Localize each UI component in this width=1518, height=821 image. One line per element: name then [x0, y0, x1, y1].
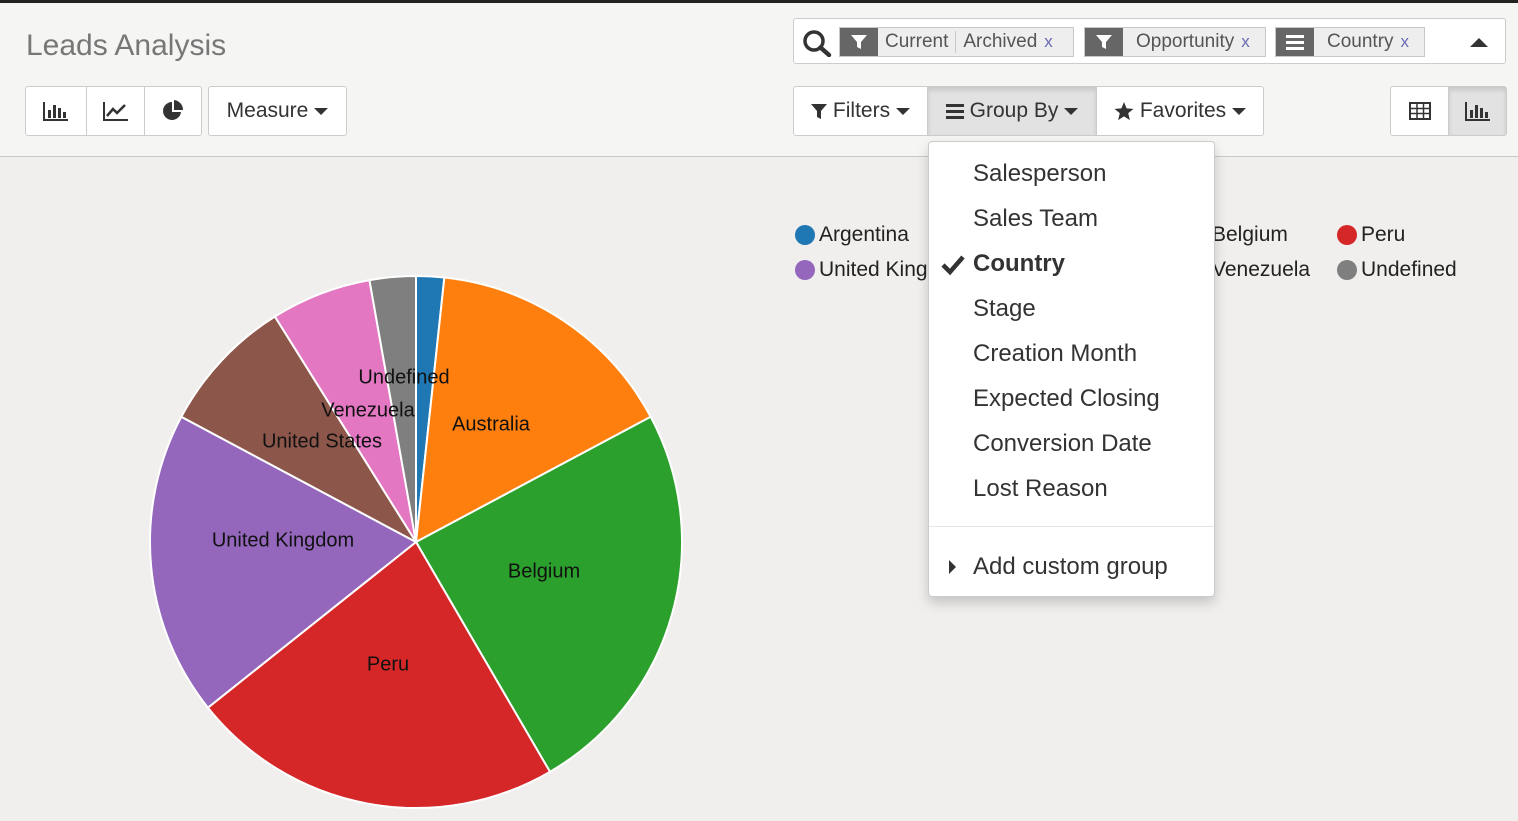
legend-item-united-kingdom[interactable]: United King: [795, 258, 928, 282]
legend-label: Argentina: [819, 223, 909, 246]
groupby-option-sales-team[interactable]: Sales Team: [973, 205, 1098, 232]
favorites-label: Favorites: [1139, 99, 1227, 122]
filter-icon: [1085, 28, 1123, 56]
pie-slice-australia[interactable]: [414, 276, 653, 544]
facet-value-archived: Archived: [955, 31, 1044, 53]
search-facet-groupby: Country x: [1275, 27, 1425, 57]
groupby-option-conversion-date[interactable]: Conversion Date: [973, 430, 1152, 457]
pie-label-belgium: Belgium: [508, 560, 580, 582]
facet-value-current: Current: [885, 31, 949, 52]
group-by-label: Group By: [969, 99, 1059, 122]
pie-slice-belgium[interactable]: [414, 415, 683, 774]
pie-label-venezuela: Venezuela: [321, 399, 415, 421]
line-chart-button[interactable]: [86, 86, 145, 136]
legend-dot: [1337, 225, 1357, 245]
filter-icon: [840, 28, 878, 56]
remove-facet-button[interactable]: x: [1400, 32, 1410, 51]
caret-right-icon: [949, 560, 956, 574]
search-facet-type: Opportunity x: [1084, 27, 1266, 57]
groupby-option-country[interactable]: Country: [973, 250, 1065, 277]
window-top-border: [0, 0, 1518, 3]
caret-down-icon: [896, 107, 911, 115]
pie-label-peru: Peru: [367, 653, 409, 675]
caret-down-icon: [1064, 107, 1079, 115]
pivot-view-button[interactable]: [1390, 86, 1449, 136]
pie-chart-icon: [163, 100, 184, 120]
filters-button[interactable]: Filters: [793, 86, 928, 136]
groupby-option-expected-closing[interactable]: Expected Closing: [973, 385, 1160, 412]
legend-item-undefined[interactable]: Undefined: [1337, 258, 1457, 282]
pie-label-undefined: Undefined: [358, 366, 449, 388]
bar-chart-icon: [43, 102, 68, 121]
facet-value-country: Country: [1327, 31, 1394, 52]
control-panel: Leads Analysis Current Archived x Opport…: [0, 3, 1518, 157]
star-icon: [1114, 101, 1134, 120]
pie-slice-undefined[interactable]: [368, 274, 417, 543]
filters-label: Filters: [832, 99, 891, 122]
graph-view-icon: [1464, 102, 1490, 121]
search-box[interactable]: Current Archived x Opportunity x Country…: [793, 18, 1506, 64]
pie-label-australia: Australia: [452, 413, 531, 435]
pie-slice-united-kingdom[interactable]: [149, 415, 418, 710]
line-chart-icon: [102, 102, 128, 121]
pie-label-united-kingdom: United Kingdom: [212, 529, 354, 551]
groupby-option-creation-month[interactable]: Creation Month: [973, 340, 1138, 367]
legend-dot: [1337, 260, 1357, 280]
checkmark-icon: [941, 255, 965, 276]
caret-up-icon[interactable]: [1470, 38, 1488, 47]
caret-down-icon: [1232, 107, 1247, 115]
legend-label: Undefined: [1361, 258, 1457, 281]
page-title: Leads Analysis: [26, 29, 227, 62]
legend-label: United King: [819, 258, 928, 281]
group-by-icon: [1276, 28, 1314, 56]
measure-label: Measure: [226, 99, 309, 122]
remove-facet-button[interactable]: x: [1044, 32, 1053, 51]
legend-label: Venezuela: [1212, 258, 1311, 281]
favorites-button[interactable]: Favorites: [1096, 86, 1264, 136]
legend-item-argentina[interactable]: Argentina: [795, 223, 909, 247]
pie-label-united-states: United States: [262, 430, 382, 452]
bar-chart-button[interactable]: [25, 86, 87, 136]
measure-dropdown-button[interactable]: Measure: [208, 86, 347, 136]
remove-facet-button[interactable]: x: [1241, 32, 1250, 51]
menu-divider: [929, 526, 1214, 527]
legend-item-peru[interactable]: Peru: [1337, 223, 1405, 247]
groupby-option-stage[interactable]: Stage: [973, 295, 1036, 322]
legend-dot: [795, 225, 815, 245]
caret-down-icon: [314, 107, 329, 115]
legend-label: Peru: [1361, 223, 1406, 246]
group-by-dropdown-menu: Salesperson Sales Team Country Stage Cre…: [928, 141, 1215, 597]
legend-label: Belgium: [1212, 223, 1288, 246]
search-icon[interactable]: [802, 29, 832, 57]
groupby-option-salesperson[interactable]: Salesperson: [973, 160, 1107, 187]
groupby-option-lost-reason[interactable]: Lost Reason: [973, 475, 1108, 502]
legend-dot: [795, 260, 815, 280]
pie-slice-peru[interactable]: [206, 540, 552, 809]
graph-view-button[interactable]: [1448, 86, 1507, 136]
facet-value-opportunity: Opportunity: [1136, 31, 1235, 52]
table-view-icon: [1408, 102, 1431, 120]
filter-icon: [810, 103, 827, 119]
search-facet-status: Current Archived x: [839, 27, 1074, 57]
add-custom-group-toggle[interactable]: Add custom group: [973, 553, 1168, 580]
list-icon: [945, 103, 964, 119]
pie-slice-united-states[interactable]: [179, 315, 419, 545]
pie-chart-button[interactable]: [144, 86, 202, 136]
